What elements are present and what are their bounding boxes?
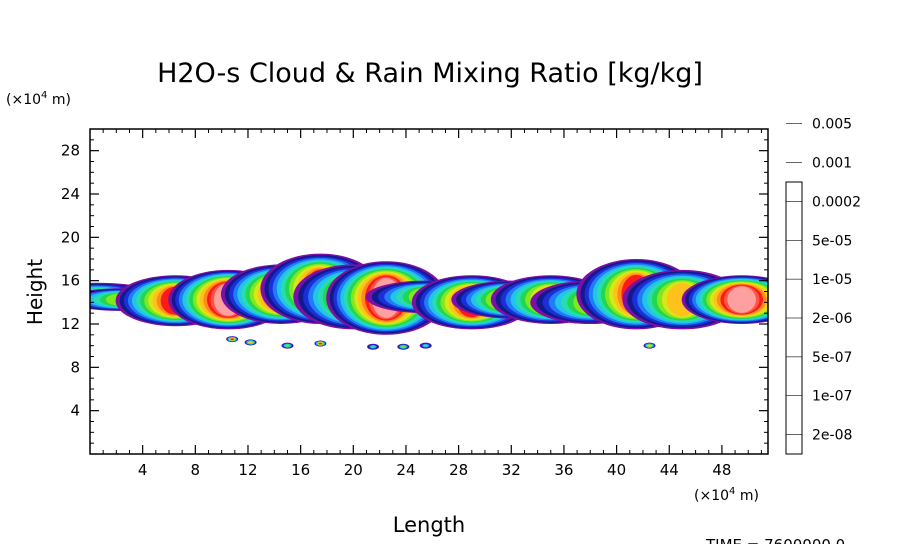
colorbar-label: 5e-05 bbox=[812, 233, 852, 249]
x-tick-label: 32 bbox=[502, 461, 521, 479]
x-tick-label: 20 bbox=[344, 461, 363, 479]
x-tick-label: 16 bbox=[291, 461, 310, 479]
y-unit-exponent: 4 bbox=[41, 90, 47, 101]
y-tick-label: 4 bbox=[70, 402, 80, 420]
chart-title: H2O-s Cloud & Rain Mixing Ratio [kg/kg] bbox=[157, 58, 703, 89]
colorbar-label: 0.001 bbox=[812, 156, 852, 172]
cloud-patch bbox=[285, 344, 290, 347]
y-unit-tail: m) bbox=[47, 92, 71, 108]
y-unit-base: (×10 bbox=[6, 92, 41, 108]
x-axis-unit: (×104 m) bbox=[694, 486, 759, 504]
colorbar-label: 0.005 bbox=[812, 117, 852, 133]
x-tick-label: 48 bbox=[712, 461, 731, 479]
cloud-patch bbox=[401, 345, 406, 348]
x-tick-label: 36 bbox=[554, 461, 573, 479]
x-tick-label: 12 bbox=[238, 461, 257, 479]
cloud-patch bbox=[248, 341, 253, 344]
colorbar-label: 5e-07 bbox=[812, 350, 852, 366]
x-tick-label: 28 bbox=[449, 461, 468, 479]
x-unit-exponent: 4 bbox=[729, 486, 735, 497]
x-unit-base: (×10 bbox=[694, 488, 729, 504]
x-tick-label: 40 bbox=[607, 461, 626, 479]
time-footer: TIME = 7600000.0 bbox=[705, 536, 845, 544]
cloud-patch bbox=[371, 345, 376, 348]
x-axis-label: Length bbox=[393, 513, 465, 537]
y-tick-label: 12 bbox=[61, 315, 80, 333]
cloud-patch bbox=[318, 342, 322, 345]
colorbar-label: 0.0002 bbox=[812, 194, 861, 210]
plot-area bbox=[89, 128, 769, 455]
colorbar-label: 2e-06 bbox=[812, 311, 852, 327]
x-tick-label: 44 bbox=[660, 461, 679, 479]
x-tick-label: 24 bbox=[396, 461, 415, 479]
cloud-patch bbox=[230, 338, 234, 340]
colorbar: 2e-08 1e-07 5e-07 2e-06 1e-05 5e-05 0.0002 0.00… bbox=[785, 117, 861, 455]
x-tick-label: 4 bbox=[138, 461, 148, 479]
cloud-patch bbox=[647, 344, 652, 347]
colorbar-label: 2e-08 bbox=[812, 428, 852, 444]
colorbar-label: 1e-05 bbox=[812, 272, 852, 288]
y-tick-label: 28 bbox=[61, 142, 80, 160]
y-tick-label: 8 bbox=[70, 358, 80, 376]
cloud-field bbox=[90, 253, 768, 350]
cloud-patch bbox=[423, 344, 428, 347]
y-tick-label: 24 bbox=[61, 185, 80, 203]
y-tick-label: 16 bbox=[61, 272, 80, 290]
colorbar-label: 1e-07 bbox=[812, 389, 852, 405]
cloud-cell bbox=[727, 286, 756, 313]
y-tick-label: 20 bbox=[61, 228, 80, 246]
x-unit-tail: m) bbox=[735, 488, 759, 504]
y-axis-unit: (×104 m) bbox=[6, 90, 71, 108]
x-tick-label: 8 bbox=[191, 461, 201, 479]
y-axis-label: Height bbox=[23, 259, 47, 325]
